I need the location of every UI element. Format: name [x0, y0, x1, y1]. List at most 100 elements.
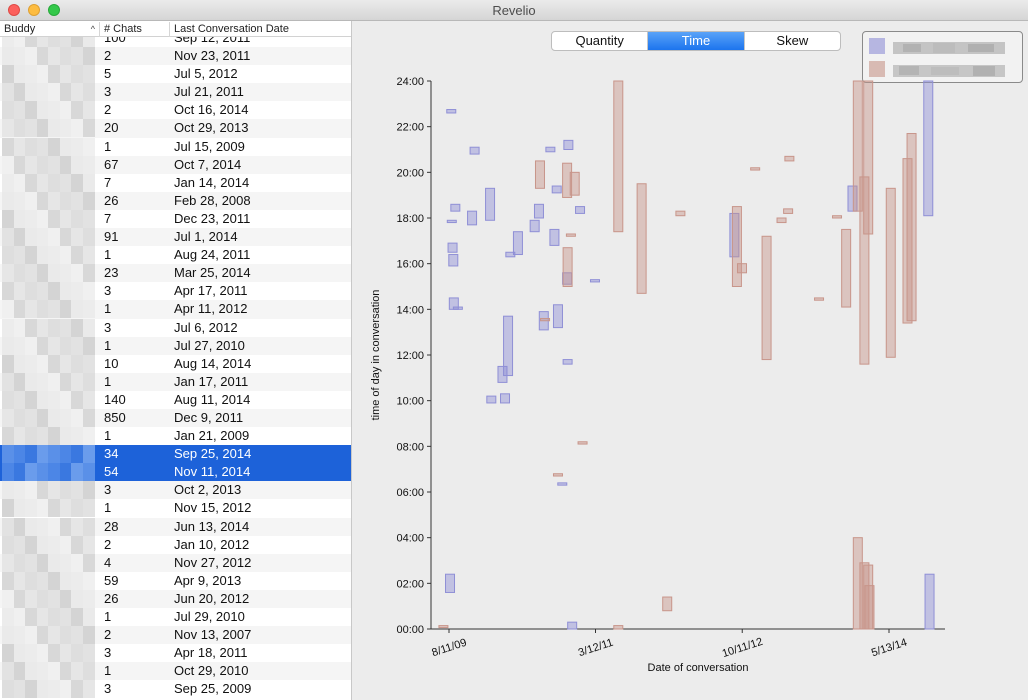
- time-bar-series-0: [924, 573, 935, 630]
- x-tick-label: 8/11/09: [430, 637, 468, 660]
- column-header-buddy[interactable]: Buddy ^: [0, 22, 100, 37]
- table-row[interactable]: 2 Nov 23, 2011: [0, 47, 351, 66]
- buddy-name-redacted: [2, 481, 95, 500]
- time-bar-series-1: [562, 162, 573, 198]
- buddy-name-redacted: [2, 608, 95, 626]
- buddy-name-redacted: [2, 318, 95, 337]
- chat-count: 34: [104, 446, 119, 462]
- table-row[interactable]: 28 Jun 13, 2014: [0, 517, 351, 536]
- legend-swatch-blue: [869, 38, 885, 54]
- table-row[interactable]: 3 Jul 21, 2011: [0, 83, 351, 102]
- column-header-last-date[interactable]: Last Conversation Date: [174, 23, 289, 35]
- x-tick-label: 5/13/14: [870, 637, 909, 660]
- close-window-button[interactable]: [8, 4, 20, 16]
- buddy-name-redacted: [2, 571, 95, 590]
- table-row[interactable]: 67 Oct 7, 2014: [0, 155, 351, 174]
- time-bar-series-0: [467, 210, 478, 226]
- table-row[interactable]: 7 Jan 14, 2014: [0, 173, 351, 192]
- chat-count: 1: [104, 138, 112, 154]
- table-row[interactable]: 59 Apr 9, 2013: [0, 571, 351, 590]
- minimize-window-button[interactable]: [28, 4, 40, 16]
- table-row[interactable]: 4 Nov 27, 2012: [0, 553, 351, 572]
- time-bar-series-1: [852, 537, 863, 630]
- last-conversation-date: Jan 17, 2011: [174, 373, 249, 389]
- zoom-window-button[interactable]: [48, 4, 60, 16]
- last-conversation-date: Mar 25, 2014: [174, 265, 251, 281]
- chat-count: 1: [104, 247, 112, 263]
- table-row[interactable]: 91 Jul 1, 2014: [0, 228, 351, 247]
- table-row[interactable]: 1 Jan 17, 2011: [0, 372, 351, 391]
- chat-count: 850: [104, 409, 126, 425]
- table-row[interactable]: 3 Apr 18, 2011: [0, 644, 351, 663]
- y-tick-label: 06:00: [396, 487, 424, 499]
- buddy-name-redacted: [2, 191, 95, 210]
- table-row[interactable]: 2 Oct 16, 2014: [0, 101, 351, 120]
- time-bar-series-1: [852, 80, 863, 212]
- table-row[interactable]: 7 Dec 23, 2011: [0, 209, 351, 228]
- table-row[interactable]: 34 Sep 25, 2014: [0, 445, 351, 464]
- table-row[interactable]: 23 Mar 25, 2014: [0, 264, 351, 283]
- last-conversation-date: Jul 15, 2009: [174, 138, 245, 154]
- chat-count: 2: [104, 627, 112, 643]
- y-tick-label: 02:00: [396, 578, 424, 590]
- table-row[interactable]: 3 Jul 6, 2012: [0, 318, 351, 337]
- table-row[interactable]: 2 Jan 10, 2012: [0, 535, 351, 554]
- table-row[interactable]: 1 Oct 29, 2010: [0, 662, 351, 681]
- last-conversation-date: Nov 13, 2007: [174, 627, 252, 643]
- table-row[interactable]: 1 Nov 15, 2012: [0, 499, 351, 518]
- table-row[interactable]: 26 Feb 28, 2008: [0, 191, 351, 210]
- buddy-name-redacted: [2, 553, 95, 572]
- last-conversation-date: Sep 12, 2011: [174, 37, 251, 45]
- last-conversation-date: Oct 29, 2010: [174, 663, 249, 679]
- time-bar-series-1: [562, 247, 573, 287]
- last-conversation-date: Aug 24, 2011: [174, 247, 251, 263]
- table-row[interactable]: 54 Nov 11, 2014: [0, 463, 351, 482]
- buddy-name-redacted: [2, 354, 95, 373]
- table-row[interactable]: 26 Jun 20, 2012: [0, 589, 351, 608]
- time-bar-series-0: [450, 203, 461, 212]
- redacted-name-blur: [893, 42, 1005, 54]
- table-row[interactable]: 1 Jul 29, 2010: [0, 608, 351, 626]
- chat-count: 1: [104, 373, 112, 389]
- table-row[interactable]: 850 Dec 9, 2011: [0, 408, 351, 428]
- column-header-chats[interactable]: # Chats: [100, 22, 170, 37]
- table-row[interactable]: 1 Aug 24, 2011: [0, 246, 351, 265]
- last-conversation-date: Apr 9, 2013: [174, 572, 242, 588]
- time-bar-series-0: [447, 242, 458, 253]
- table-row[interactable]: 1 Jul 27, 2010: [0, 336, 351, 355]
- chat-count: 67: [104, 156, 119, 172]
- chat-count: 28: [104, 518, 119, 534]
- time-bar-series-1: [565, 233, 576, 237]
- table-row[interactable]: 100 Sep 12, 2011: [0, 37, 351, 47]
- last-conversation-date: Jul 29, 2010: [174, 609, 245, 624]
- table-row[interactable]: 3 Sep 25, 2009: [0, 680, 351, 699]
- time-bar-series-1: [731, 206, 742, 287]
- table-row[interactable]: 3 Apr 17, 2011: [0, 282, 351, 301]
- segment-skew[interactable]: Skew: [776, 33, 809, 48]
- view-mode-segmented-control[interactable]: Quantity Time Skew: [551, 31, 841, 51]
- time-bar-series-0: [446, 219, 457, 224]
- table-row[interactable]: 10 Aug 14, 2014: [0, 354, 351, 373]
- table-row[interactable]: 1 Apr 11, 2012: [0, 300, 351, 319]
- time-of-day-chart: 00:00 02:00 04:00 06:00 08:00 10:00 12:00 14:00…: [352, 52, 1028, 700]
- chat-count: 2: [104, 102, 112, 118]
- table-row[interactable]: 2 Nov 13, 2007: [0, 626, 351, 645]
- window-title: Revelio: [492, 3, 536, 18]
- time-bar-series-1: [761, 235, 772, 361]
- table-row[interactable]: 5 Jul 5, 2012: [0, 65, 351, 84]
- time-bar-series-1: [662, 596, 673, 612]
- chat-count: 7: [104, 174, 112, 190]
- table-row[interactable]: 140 Aug 11, 2014: [0, 390, 351, 409]
- buddy-table[interactable]: Buddy ^ # Chats Last Conversation Date 1…: [0, 21, 352, 700]
- table-row[interactable]: 1 Jan 21, 2009: [0, 427, 351, 446]
- segment-time[interactable]: Time: [648, 32, 745, 50]
- table-row[interactable]: 3 Oct 2, 2013: [0, 481, 351, 500]
- chat-count: 7: [104, 210, 112, 226]
- segment-quantity[interactable]: Quantity: [552, 32, 649, 50]
- table-row[interactable]: 1 Jul 15, 2009: [0, 137, 351, 156]
- time-bar-series-0: [729, 212, 740, 258]
- y-tick-label: 12:00: [396, 350, 424, 362]
- last-conversation-date: Oct 7, 2014: [174, 156, 242, 172]
- table-row[interactable]: 20 Oct 29, 2013: [0, 119, 351, 138]
- chart-canvas: 00:00 02:00 04:00 06:00 08:00 10:00 12:00 14:00…: [370, 76, 945, 674]
